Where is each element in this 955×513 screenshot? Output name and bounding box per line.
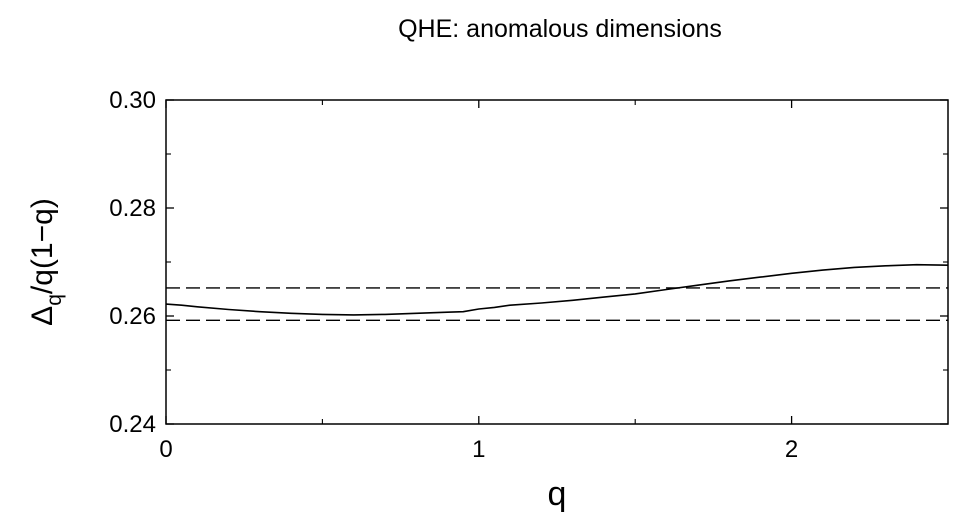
x-tick-label: 1	[472, 436, 485, 463]
x-axis-label: q	[548, 475, 567, 513]
y-tick-label: 0.24	[109, 411, 156, 438]
y-axis-label-tail: /q(1−q)	[26, 198, 59, 294]
plot-area	[165, 99, 949, 425]
series-line	[165, 263, 949, 316]
y-tick-label: 0.26	[109, 303, 156, 330]
reference-lines	[166, 287, 948, 322]
y-tick-label: 0.28	[109, 195, 156, 222]
y-axis-label-main: Δ	[26, 306, 59, 326]
data-series	[165, 263, 949, 316]
x-tick-label: 0	[159, 436, 172, 463]
y-tick-label: 0.30	[109, 87, 156, 114]
x-tick-label: 2	[785, 436, 798, 463]
y-axis-label: Δq/q(1−q)	[26, 198, 66, 326]
axis-ticks	[165, 99, 948, 425]
plot-frame	[165, 99, 949, 425]
axis-tick-labels: 0 1 2 0.24 0.26 0.28 0.30	[109, 87, 798, 463]
chart-title: QHE: anomalous dimensions	[398, 15, 722, 43]
y-axis-label-subscript: q	[43, 294, 66, 306]
